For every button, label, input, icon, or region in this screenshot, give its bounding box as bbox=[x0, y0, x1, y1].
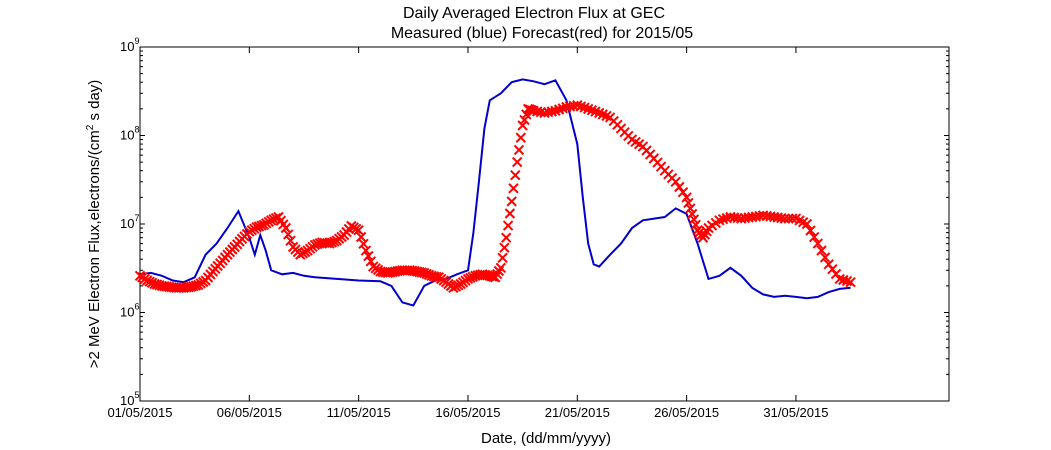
y-tick-label: 105 bbox=[120, 390, 139, 408]
y-tick-label: 106 bbox=[120, 302, 139, 320]
forecast-point bbox=[805, 225, 816, 236]
forecast-point bbox=[787, 213, 798, 224]
forecast-point bbox=[282, 229, 294, 240]
forecast-point bbox=[365, 256, 377, 267]
forecast-point bbox=[515, 132, 527, 143]
y-axis-label: >2 MeV Electron Flux,electrons/(cm2 s da… bbox=[85, 80, 103, 369]
chart-title: Daily Averaged Electron Flux at GEC bbox=[403, 5, 665, 22]
forecast-point bbox=[499, 242, 510, 253]
forecast-point bbox=[546, 106, 558, 117]
y-axis-label-exponent: 2 bbox=[85, 124, 96, 130]
x-tick-label: 11/05/2015 bbox=[327, 405, 391, 420]
chart-subtitle: Measured (blue) Forecast(red) for 2015/0… bbox=[391, 25, 693, 42]
forecast-point bbox=[280, 222, 292, 234]
forecast-point bbox=[808, 231, 820, 243]
forecast-point bbox=[816, 245, 827, 256]
forecast-point bbox=[801, 218, 813, 230]
x-tick-label: 06/05/2015 bbox=[217, 405, 282, 420]
x-tick-label: 16/05/2015 bbox=[435, 405, 500, 420]
x-axis-label: Date, (dd/mm/yyyy) bbox=[481, 430, 611, 447]
forecast-point bbox=[353, 224, 364, 236]
forecast-point bbox=[812, 238, 824, 249]
forecast-point bbox=[819, 252, 831, 263]
x-tick-label: 01/05/2015 bbox=[107, 405, 172, 420]
y-axis-ticks: 105 106 107 108 109 bbox=[120, 36, 949, 408]
forecast-point bbox=[355, 231, 367, 243]
measured-line bbox=[139, 78, 851, 307]
forecast-point bbox=[510, 169, 521, 181]
series-measured bbox=[139, 78, 851, 307]
forecast-point bbox=[495, 262, 507, 274]
forecast-point bbox=[511, 156, 523, 168]
x-tick-label: 31/05/2015 bbox=[763, 405, 828, 420]
forecast-point bbox=[513, 144, 525, 156]
forecast-point bbox=[674, 181, 685, 193]
x-tick-label: 26/05/2015 bbox=[654, 405, 719, 420]
forecast-point bbox=[363, 250, 374, 262]
y-tick-label: 107 bbox=[120, 213, 139, 231]
forecast-point bbox=[285, 235, 296, 246]
x-axis-ticks: 01/05/2015 06/05/2015 11/05/2015 16/05/2015… bbox=[107, 47, 828, 420]
forecast-point bbox=[358, 238, 369, 250]
forecast-point bbox=[677, 186, 689, 198]
forecast-point bbox=[845, 276, 856, 288]
forecast-point bbox=[360, 245, 372, 256]
forecast-point bbox=[504, 208, 516, 219]
y-axis-label-main: >2 MeV Electron Flux,electrons/(cm bbox=[86, 130, 103, 368]
forecast-point bbox=[508, 183, 519, 194]
series-layer bbox=[134, 78, 856, 307]
forecast-point bbox=[500, 232, 512, 243]
y-axis-label-tail: s day) bbox=[86, 80, 103, 125]
x-tick-label: 21/05/2015 bbox=[545, 405, 610, 420]
forecast-point bbox=[506, 196, 517, 207]
y-tick-label: 109 bbox=[120, 36, 139, 54]
forecast-point bbox=[497, 252, 508, 264]
forecast-point bbox=[502, 220, 514, 231]
forecast-point bbox=[670, 176, 681, 188]
y-tick-label: 108 bbox=[120, 125, 139, 143]
series-forecast bbox=[134, 99, 856, 294]
